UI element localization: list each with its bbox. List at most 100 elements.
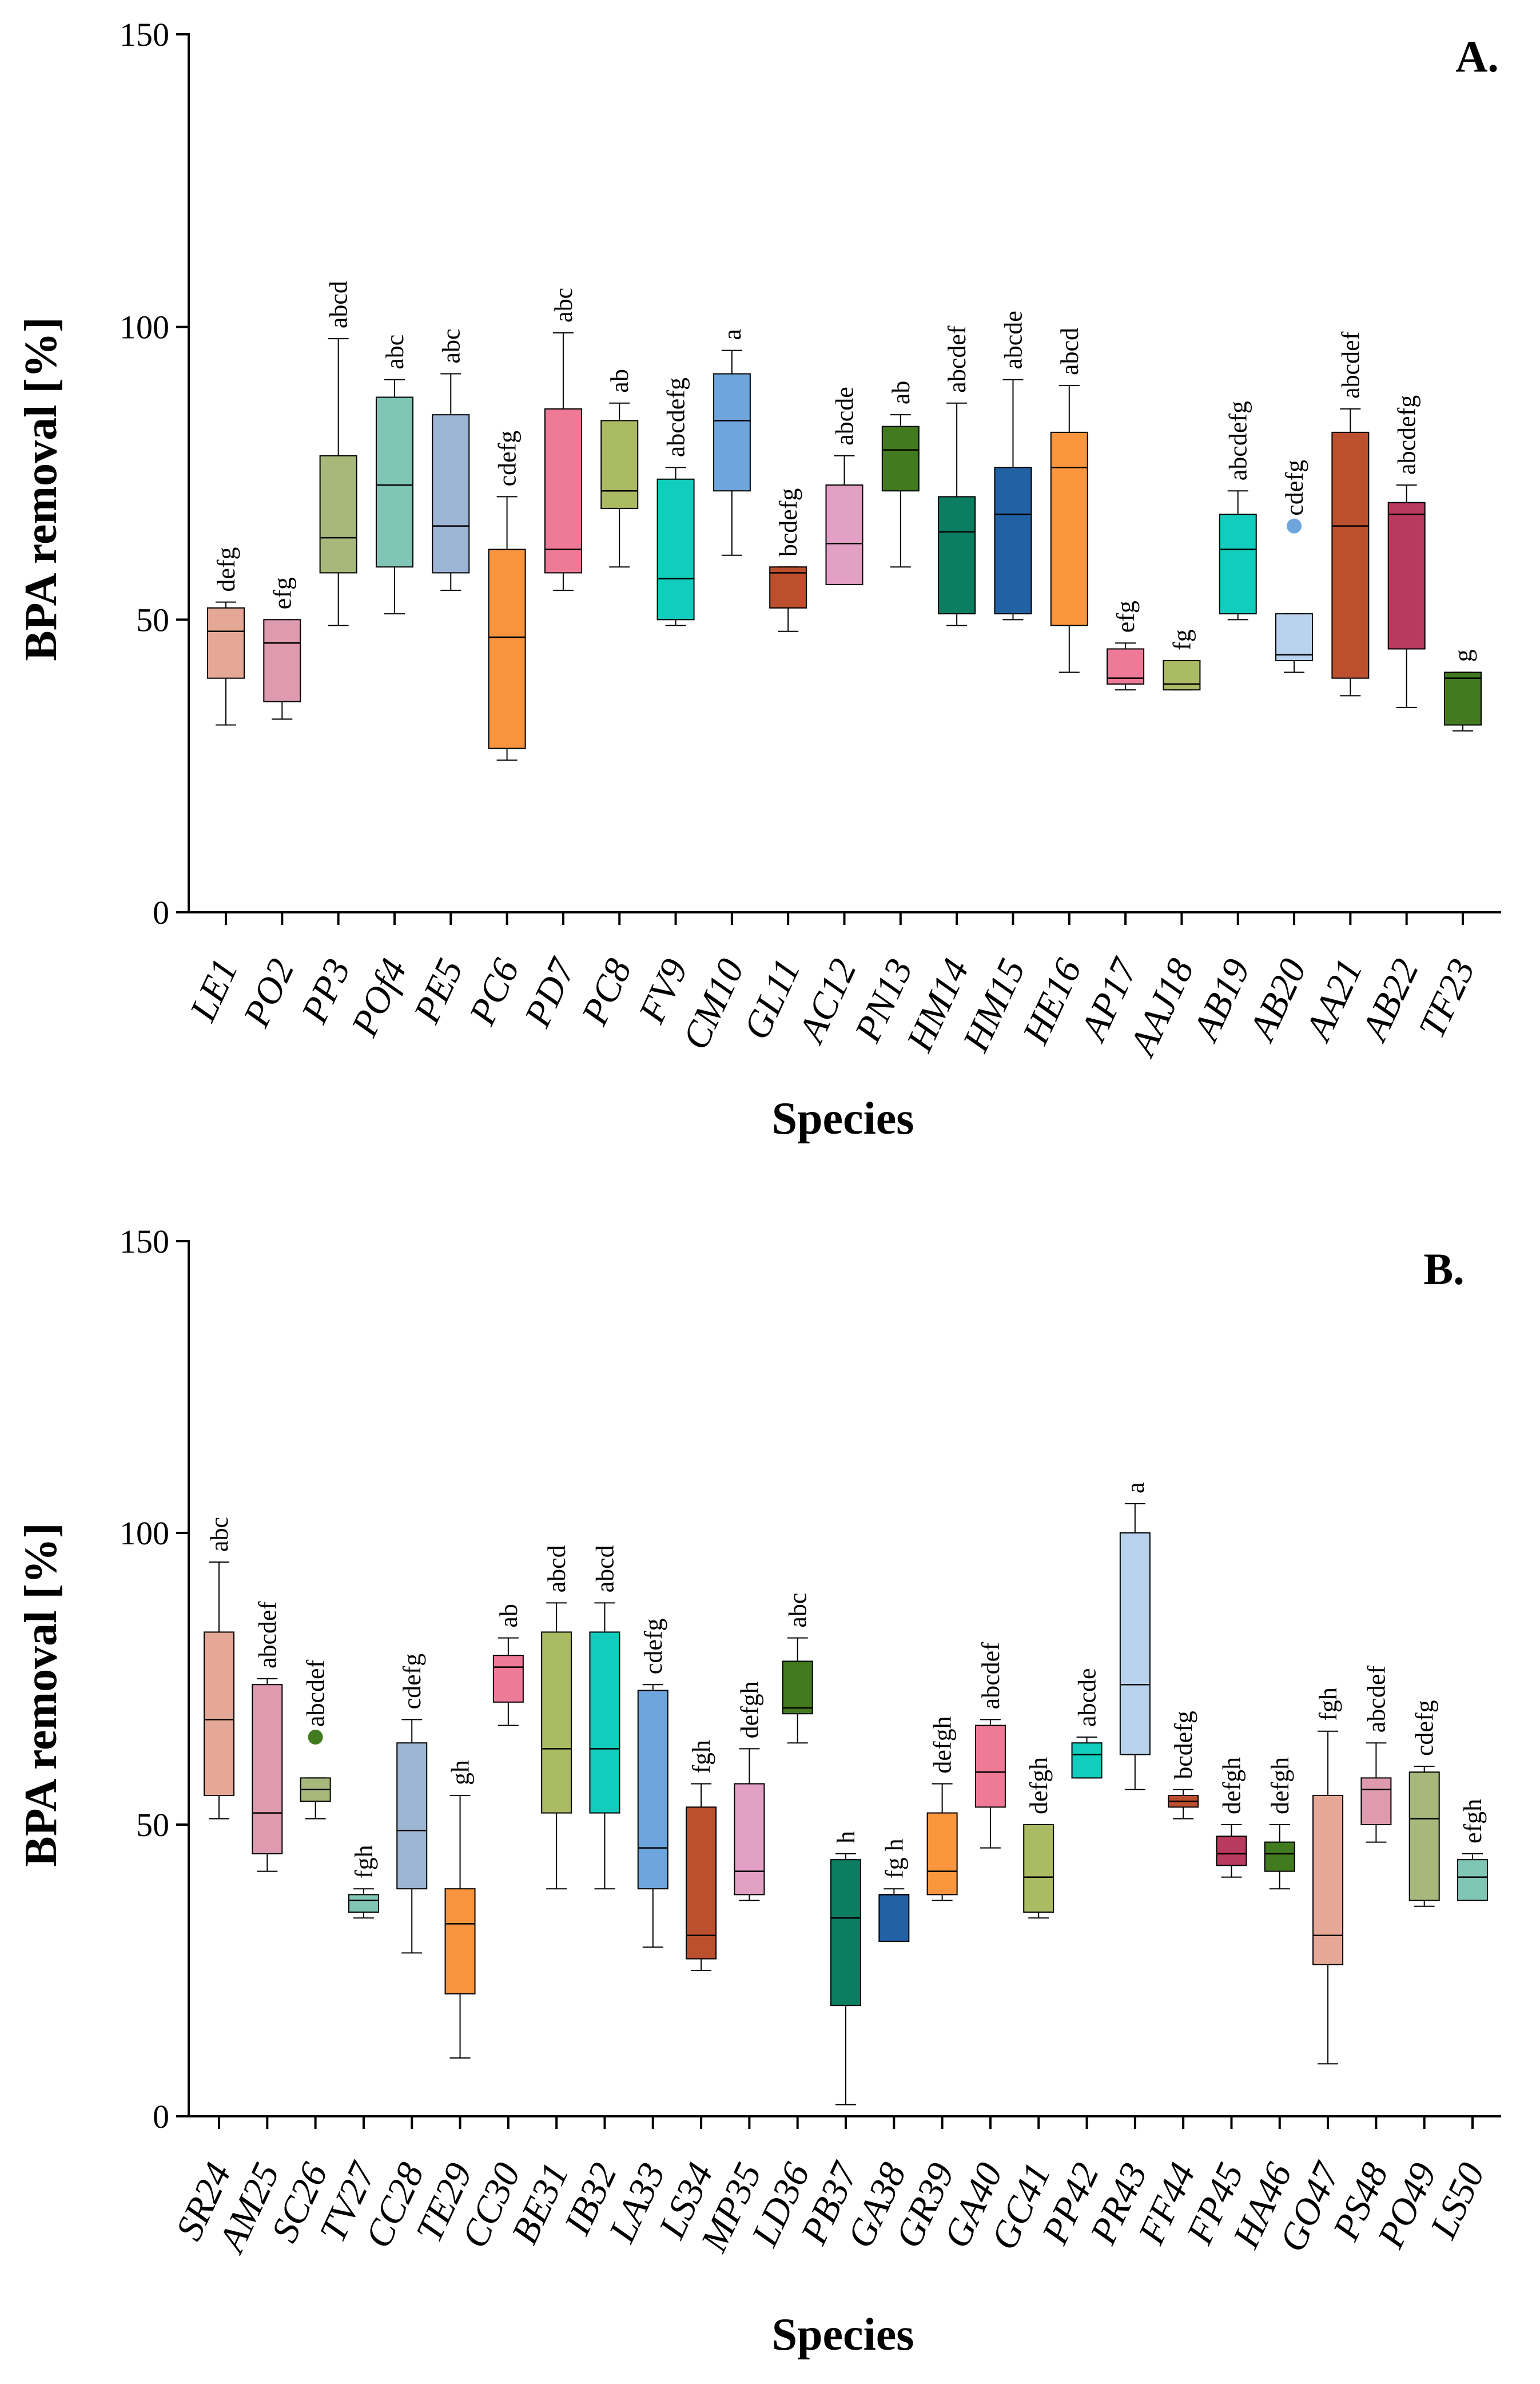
- box-GC41: [1023, 1824, 1054, 1913]
- significance-letters: abcde: [1073, 1668, 1101, 1727]
- box-TE29: [444, 1888, 476, 1994]
- box-PP3: [319, 455, 357, 574]
- box-PO49: [1408, 1771, 1440, 1901]
- significance-letters: g: [1449, 649, 1477, 662]
- significance-letters: abcd: [325, 281, 353, 328]
- box-HM15: [994, 467, 1032, 615]
- box-PC6: [488, 549, 526, 749]
- box-FV9: [656, 478, 695, 621]
- x-axis-title-b: Species: [772, 2310, 914, 2360]
- box-LD36: [782, 1660, 813, 1715]
- box-LS50: [1457, 1859, 1488, 1901]
- panel-label-a: A.: [1455, 31, 1499, 81]
- box-FP45: [1216, 1835, 1247, 1866]
- significance-letters: abcdef: [1336, 331, 1364, 399]
- box-AB20: [1275, 613, 1314, 661]
- significance-letters: gh: [447, 1760, 475, 1785]
- box-LE1: [207, 607, 245, 679]
- box-POf4: [375, 396, 413, 568]
- box-MP35: [734, 1783, 765, 1896]
- outlier-point: [1287, 518, 1302, 534]
- significance-letters: abc: [437, 328, 465, 363]
- significance-letters: ab: [495, 1604, 523, 1628]
- significance-letters: abcde: [831, 387, 859, 446]
- box-BE31: [541, 1631, 572, 1814]
- significance-letters: efgh: [1459, 1799, 1487, 1843]
- significance-letters: efg: [1112, 601, 1140, 633]
- y-tick-label: 100: [120, 1515, 169, 1552]
- y-tick-label: 150: [120, 1223, 169, 1260]
- significance-letters: a: [1121, 1482, 1149, 1493]
- significance-letters: fgh: [1314, 1687, 1342, 1721]
- box-LA33: [637, 1690, 668, 1890]
- y-tick-label: 150: [120, 16, 169, 53]
- significance-letters: abcdef: [943, 325, 971, 393]
- box-SR24: [204, 1631, 234, 1796]
- box-PS48: [1360, 1777, 1392, 1825]
- significance-letters: defgh: [1025, 1757, 1053, 1814]
- box-AAJ18: [1163, 659, 1201, 691]
- significance-letters: abcdef: [977, 1642, 1005, 1710]
- box-CC28: [396, 1742, 428, 1890]
- box-AM25: [252, 1684, 283, 1854]
- box-LS34: [686, 1806, 717, 1960]
- significance-letters: abcdefg: [1224, 401, 1252, 480]
- box-GA40: [974, 1725, 1006, 1808]
- box-GO47: [1312, 1795, 1344, 1965]
- significance-letters: bcdefg: [774, 488, 802, 557]
- y-axis-title-b: BPA removal [%]: [16, 1523, 66, 1866]
- significance-letters: abcdefg: [1393, 395, 1421, 475]
- significance-letters: abcdef: [253, 1601, 281, 1668]
- significance-letters: cdefg: [639, 1618, 667, 1674]
- x-axis-title-a: Species: [772, 1094, 914, 1144]
- box-AB19: [1219, 514, 1257, 615]
- y-tick-label: 50: [136, 601, 169, 638]
- significance-letters: abc: [205, 1517, 233, 1552]
- significance-letters: fgh: [350, 1845, 378, 1879]
- box-IB32: [589, 1631, 620, 1814]
- box-TV27: [348, 1894, 379, 1913]
- box-HE16: [1050, 431, 1088, 626]
- significance-letters: abcde: [999, 311, 1027, 369]
- box-PC8: [600, 420, 639, 509]
- significance-letters: abcd: [591, 1545, 619, 1592]
- significance-letters: bcdefg: [1169, 1711, 1197, 1779]
- y-tick-label: 0: [153, 894, 169, 931]
- y-tick-label: 100: [120, 309, 169, 346]
- significance-letters: ab: [887, 381, 915, 405]
- box-PO2: [263, 619, 301, 702]
- y-tick-label: 0: [153, 2098, 169, 2135]
- box-CM10: [713, 373, 751, 492]
- significance-letters: defgh: [735, 1681, 763, 1738]
- significance-letters: a: [718, 329, 746, 340]
- y-tick-label: 50: [136, 1806, 169, 1843]
- significance-letters: fg: [1168, 629, 1196, 650]
- significance-letters: abc: [381, 335, 409, 369]
- significance-letters: defgh: [1217, 1757, 1245, 1814]
- box-PE5: [432, 414, 470, 574]
- significance-letters: cdefg: [398, 1654, 426, 1710]
- significance-letters: abc: [784, 1593, 812, 1628]
- box-AB22: [1387, 502, 1426, 650]
- significance-letters: defgh: [1266, 1757, 1294, 1814]
- box-GR39: [926, 1812, 958, 1896]
- significance-letters: abc: [550, 288, 578, 323]
- y-axis-title-a: BPA removal [%]: [16, 317, 66, 661]
- significance-letters: cdefg: [494, 431, 522, 487]
- box-PB37: [830, 1859, 861, 2006]
- significance-letters: cdefg: [1280, 460, 1308, 516]
- significance-letters: fgh: [687, 1740, 715, 1774]
- box-PR43: [1119, 1532, 1151, 1755]
- significance-letters: abcd: [1056, 328, 1084, 375]
- significance-letters: efg: [268, 577, 296, 609]
- outlier-point: [308, 1730, 323, 1745]
- significance-letters: fg h: [880, 1839, 908, 1879]
- significance-letters: h: [832, 1831, 860, 1843]
- panel-label-b: B.: [1423, 1244, 1465, 1294]
- box-PD7: [544, 408, 582, 574]
- box-PN13: [881, 426, 920, 492]
